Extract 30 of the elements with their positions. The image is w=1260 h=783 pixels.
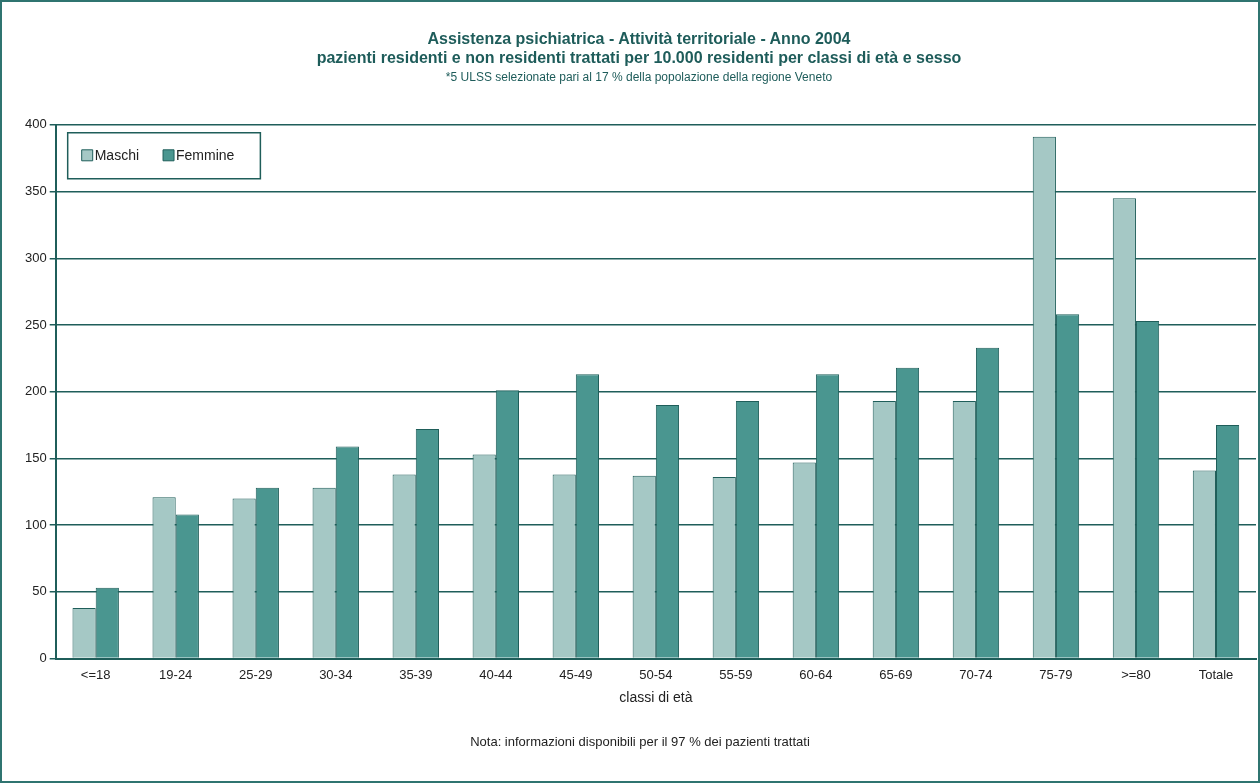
x-axis-title: classi di età — [619, 689, 693, 706]
x-tick-label: >=80 — [1121, 666, 1151, 682]
x-tick-label: 65-69 — [879, 666, 913, 682]
text: Nota: informazioni disponibili per il 97 % dei pazienti trattati — [470, 733, 810, 749]
y-tick-label: 100 — [24, 516, 47, 532]
x-tick-label: 55-59 — [719, 666, 753, 682]
x-tick-label: 75-79 — [1039, 666, 1073, 682]
y-tick-label: 300 — [24, 249, 47, 265]
x-tick-label: 60-64 — [799, 666, 833, 682]
x-tick-label: 35-39 — [399, 666, 433, 682]
x-tick-label: Totale — [1198, 666, 1234, 682]
y-tick-label: 400 — [24, 116, 47, 132]
y-tick-label: 250 — [24, 316, 47, 332]
x-tick-label: 30-34 — [319, 666, 353, 682]
x-tick-label: 19-24 — [159, 666, 193, 682]
y-tick-label: 200 — [24, 383, 47, 399]
legend-label: Femmine — [176, 146, 235, 163]
x-tick-label: 45-49 — [559, 666, 593, 682]
y-tick-label: 0 — [39, 650, 47, 666]
legend-label: Maschi — [94, 146, 140, 163]
y-tick-label: 350 — [24, 183, 47, 199]
x-tick-label: 25-29 — [239, 666, 273, 682]
x-tick-label: 40-44 — [479, 666, 513, 682]
y-tick-label: 50 — [32, 583, 47, 599]
x-tick-label: <=18 — [80, 666, 111, 682]
x-tick-label: 70-74 — [959, 666, 993, 682]
x-tick-label: 50-54 — [639, 666, 673, 682]
y-tick-label: 150 — [24, 450, 47, 465]
chart-title: Assistenza psichiatrica - Attività territoriale - Anno 2004 pazienti residenti e non residenti trattati per 10.000 residenti per classi di età e sesso — [316, 30, 962, 67]
chart-subtitle: *5 ULSS selezionate pari al 17 % della popolazione della regione Veneto — [445, 69, 833, 84]
